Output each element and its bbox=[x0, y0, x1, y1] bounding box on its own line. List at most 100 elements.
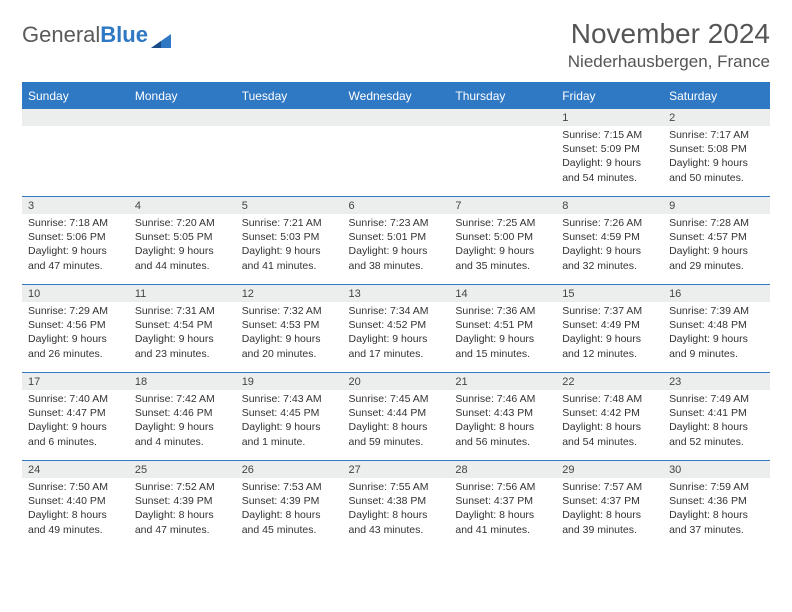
daylight-text: Daylight: 9 hours and 23 minutes. bbox=[135, 332, 230, 360]
calendar-cell: 3Sunrise: 7:18 AMSunset: 5:06 PMDaylight… bbox=[22, 197, 129, 285]
sunset-text: Sunset: 5:00 PM bbox=[455, 230, 550, 244]
day-number: 28 bbox=[449, 461, 556, 478]
calendar-cell: 26Sunrise: 7:53 AMSunset: 4:39 PMDayligh… bbox=[236, 461, 343, 549]
sunset-text: Sunset: 4:56 PM bbox=[28, 318, 123, 332]
sunset-text: Sunset: 4:37 PM bbox=[562, 494, 657, 508]
calendar-row: 1Sunrise: 7:15 AMSunset: 5:09 PMDaylight… bbox=[22, 109, 770, 197]
day-content: Sunrise: 7:55 AMSunset: 4:38 PMDaylight:… bbox=[343, 478, 450, 541]
calendar-cell: 12Sunrise: 7:32 AMSunset: 4:53 PMDayligh… bbox=[236, 285, 343, 373]
day-content bbox=[22, 126, 129, 132]
day-content: Sunrise: 7:37 AMSunset: 4:49 PMDaylight:… bbox=[556, 302, 663, 365]
day-number: 13 bbox=[343, 285, 450, 302]
calendar-cell: 24Sunrise: 7:50 AMSunset: 4:40 PMDayligh… bbox=[22, 461, 129, 549]
daylight-text: Daylight: 9 hours and 44 minutes. bbox=[135, 244, 230, 272]
day-content: Sunrise: 7:45 AMSunset: 4:44 PMDaylight:… bbox=[343, 390, 450, 453]
calendar-cell: 19Sunrise: 7:43 AMSunset: 4:45 PMDayligh… bbox=[236, 373, 343, 461]
sunset-text: Sunset: 5:01 PM bbox=[349, 230, 444, 244]
day-content: Sunrise: 7:34 AMSunset: 4:52 PMDaylight:… bbox=[343, 302, 450, 365]
day-content: Sunrise: 7:23 AMSunset: 5:01 PMDaylight:… bbox=[343, 214, 450, 277]
sunset-text: Sunset: 5:03 PM bbox=[242, 230, 337, 244]
daylight-text: Daylight: 8 hours and 56 minutes. bbox=[455, 420, 550, 448]
sunrise-text: Sunrise: 7:59 AM bbox=[669, 480, 764, 494]
sunset-text: Sunset: 4:41 PM bbox=[669, 406, 764, 420]
daylight-text: Daylight: 9 hours and 20 minutes. bbox=[242, 332, 337, 360]
day-number: 11 bbox=[129, 285, 236, 302]
day-content: Sunrise: 7:46 AMSunset: 4:43 PMDaylight:… bbox=[449, 390, 556, 453]
sunset-text: Sunset: 4:46 PM bbox=[135, 406, 230, 420]
day-content bbox=[236, 126, 343, 132]
calendar-cell: 7 Sunrise: 7:25 AMSunset: 5:00 PMDaylight… bbox=[449, 197, 556, 285]
calendar-cell: 27Sunrise: 7:55 AMSunset: 4:38 PMDayligh… bbox=[343, 461, 450, 549]
daylight-text: Daylight: 9 hours and 4 minutes. bbox=[135, 420, 230, 448]
day-number: 7 bbox=[449, 197, 556, 214]
day-content: Sunrise: 7:26 AMSunset: 4:59 PMDaylight:… bbox=[556, 214, 663, 277]
day-number: 19 bbox=[236, 373, 343, 390]
day-number: 15 bbox=[556, 285, 663, 302]
page-title: November 2024 bbox=[568, 18, 770, 50]
calendar-cell: 20Sunrise: 7:45 AMSunset: 4:44 PMDayligh… bbox=[343, 373, 450, 461]
day-number bbox=[343, 109, 450, 126]
sunset-text: Sunset: 4:37 PM bbox=[455, 494, 550, 508]
sunset-text: Sunset: 4:42 PM bbox=[562, 406, 657, 420]
logo-text-1: General bbox=[22, 22, 100, 48]
day-number: 9 bbox=[663, 197, 770, 214]
calendar-cell: 14Sunrise: 7:36 AMSunset: 4:51 PMDayligh… bbox=[449, 285, 556, 373]
day-number: 22 bbox=[556, 373, 663, 390]
day-number: 25 bbox=[129, 461, 236, 478]
sunrise-text: Sunrise: 7:25 AM bbox=[455, 216, 550, 230]
calendar-row: 3Sunrise: 7:18 AMSunset: 5:06 PMDaylight… bbox=[22, 197, 770, 285]
calendar-cell: 10Sunrise: 7:29 AMSunset: 4:56 PMDayligh… bbox=[22, 285, 129, 373]
day-content bbox=[449, 126, 556, 132]
day-number bbox=[236, 109, 343, 126]
day-content: Sunrise: 7:29 AMSunset: 4:56 PMDaylight:… bbox=[22, 302, 129, 365]
daylight-text: Daylight: 9 hours and 6 minutes. bbox=[28, 420, 123, 448]
title-block: November 2024 Niederhausbergen, France bbox=[568, 18, 770, 72]
sunrise-text: Sunrise: 7:43 AM bbox=[242, 392, 337, 406]
sunrise-text: Sunrise: 7:45 AM bbox=[349, 392, 444, 406]
daylight-text: Daylight: 8 hours and 37 minutes. bbox=[669, 508, 764, 536]
sunrise-text: Sunrise: 7:49 AM bbox=[669, 392, 764, 406]
daylight-text: Daylight: 8 hours and 49 minutes. bbox=[28, 508, 123, 536]
calendar-cell: 5Sunrise: 7:21 AMSunset: 5:03 PMDaylight… bbox=[236, 197, 343, 285]
calendar-table: Sunday Monday Tuesday Wednesday Thursday… bbox=[22, 82, 770, 549]
sunrise-text: Sunrise: 7:50 AM bbox=[28, 480, 123, 494]
sunrise-text: Sunrise: 7:31 AM bbox=[135, 304, 230, 318]
day-number: 17 bbox=[22, 373, 129, 390]
day-number: 21 bbox=[449, 373, 556, 390]
day-content: Sunrise: 7:31 AMSunset: 4:54 PMDaylight:… bbox=[129, 302, 236, 365]
calendar-cell: 11Sunrise: 7:31 AMSunset: 4:54 PMDayligh… bbox=[129, 285, 236, 373]
day-number: 12 bbox=[236, 285, 343, 302]
daylight-text: Daylight: 8 hours and 59 minutes. bbox=[349, 420, 444, 448]
day-number: 29 bbox=[556, 461, 663, 478]
day-number: 30 bbox=[663, 461, 770, 478]
daylight-text: Daylight: 8 hours and 43 minutes. bbox=[349, 508, 444, 536]
calendar-cell: 1Sunrise: 7:15 AMSunset: 5:09 PMDaylight… bbox=[556, 109, 663, 197]
daylight-text: Daylight: 9 hours and 41 minutes. bbox=[242, 244, 337, 272]
calendar-row: 24Sunrise: 7:50 AMSunset: 4:40 PMDayligh… bbox=[22, 461, 770, 549]
sunrise-text: Sunrise: 7:48 AM bbox=[562, 392, 657, 406]
sunrise-text: Sunrise: 7:57 AM bbox=[562, 480, 657, 494]
calendar-cell: 13Sunrise: 7:34 AMSunset: 4:52 PMDayligh… bbox=[343, 285, 450, 373]
sunset-text: Sunset: 5:05 PM bbox=[135, 230, 230, 244]
sunset-text: Sunset: 5:09 PM bbox=[562, 142, 657, 156]
day-content: Sunrise: 7:52 AMSunset: 4:39 PMDaylight:… bbox=[129, 478, 236, 541]
day-content: Sunrise: 7:28 AMSunset: 4:57 PMDaylight:… bbox=[663, 214, 770, 277]
daylight-text: Daylight: 9 hours and 35 minutes. bbox=[455, 244, 550, 272]
day-number: 6 bbox=[343, 197, 450, 214]
calendar-cell bbox=[236, 109, 343, 197]
logo: GeneralBlue bbox=[22, 22, 171, 48]
sunset-text: Sunset: 4:47 PM bbox=[28, 406, 123, 420]
weekday-header: Monday bbox=[129, 83, 236, 109]
sunset-text: Sunset: 4:40 PM bbox=[28, 494, 123, 508]
daylight-text: Daylight: 9 hours and 12 minutes. bbox=[562, 332, 657, 360]
sunrise-text: Sunrise: 7:52 AM bbox=[135, 480, 230, 494]
day-content: Sunrise: 7:39 AMSunset: 4:48 PMDaylight:… bbox=[663, 302, 770, 365]
day-number: 26 bbox=[236, 461, 343, 478]
day-number bbox=[449, 109, 556, 126]
calendar-cell bbox=[129, 109, 236, 197]
day-content: Sunrise: 7:40 AMSunset: 4:47 PMDaylight:… bbox=[22, 390, 129, 453]
calendar-cell: 25Sunrise: 7:52 AMSunset: 4:39 PMDayligh… bbox=[129, 461, 236, 549]
calendar-cell bbox=[449, 109, 556, 197]
day-content: Sunrise: 7:43 AMSunset: 4:45 PMDaylight:… bbox=[236, 390, 343, 453]
sunset-text: Sunset: 5:08 PM bbox=[669, 142, 764, 156]
